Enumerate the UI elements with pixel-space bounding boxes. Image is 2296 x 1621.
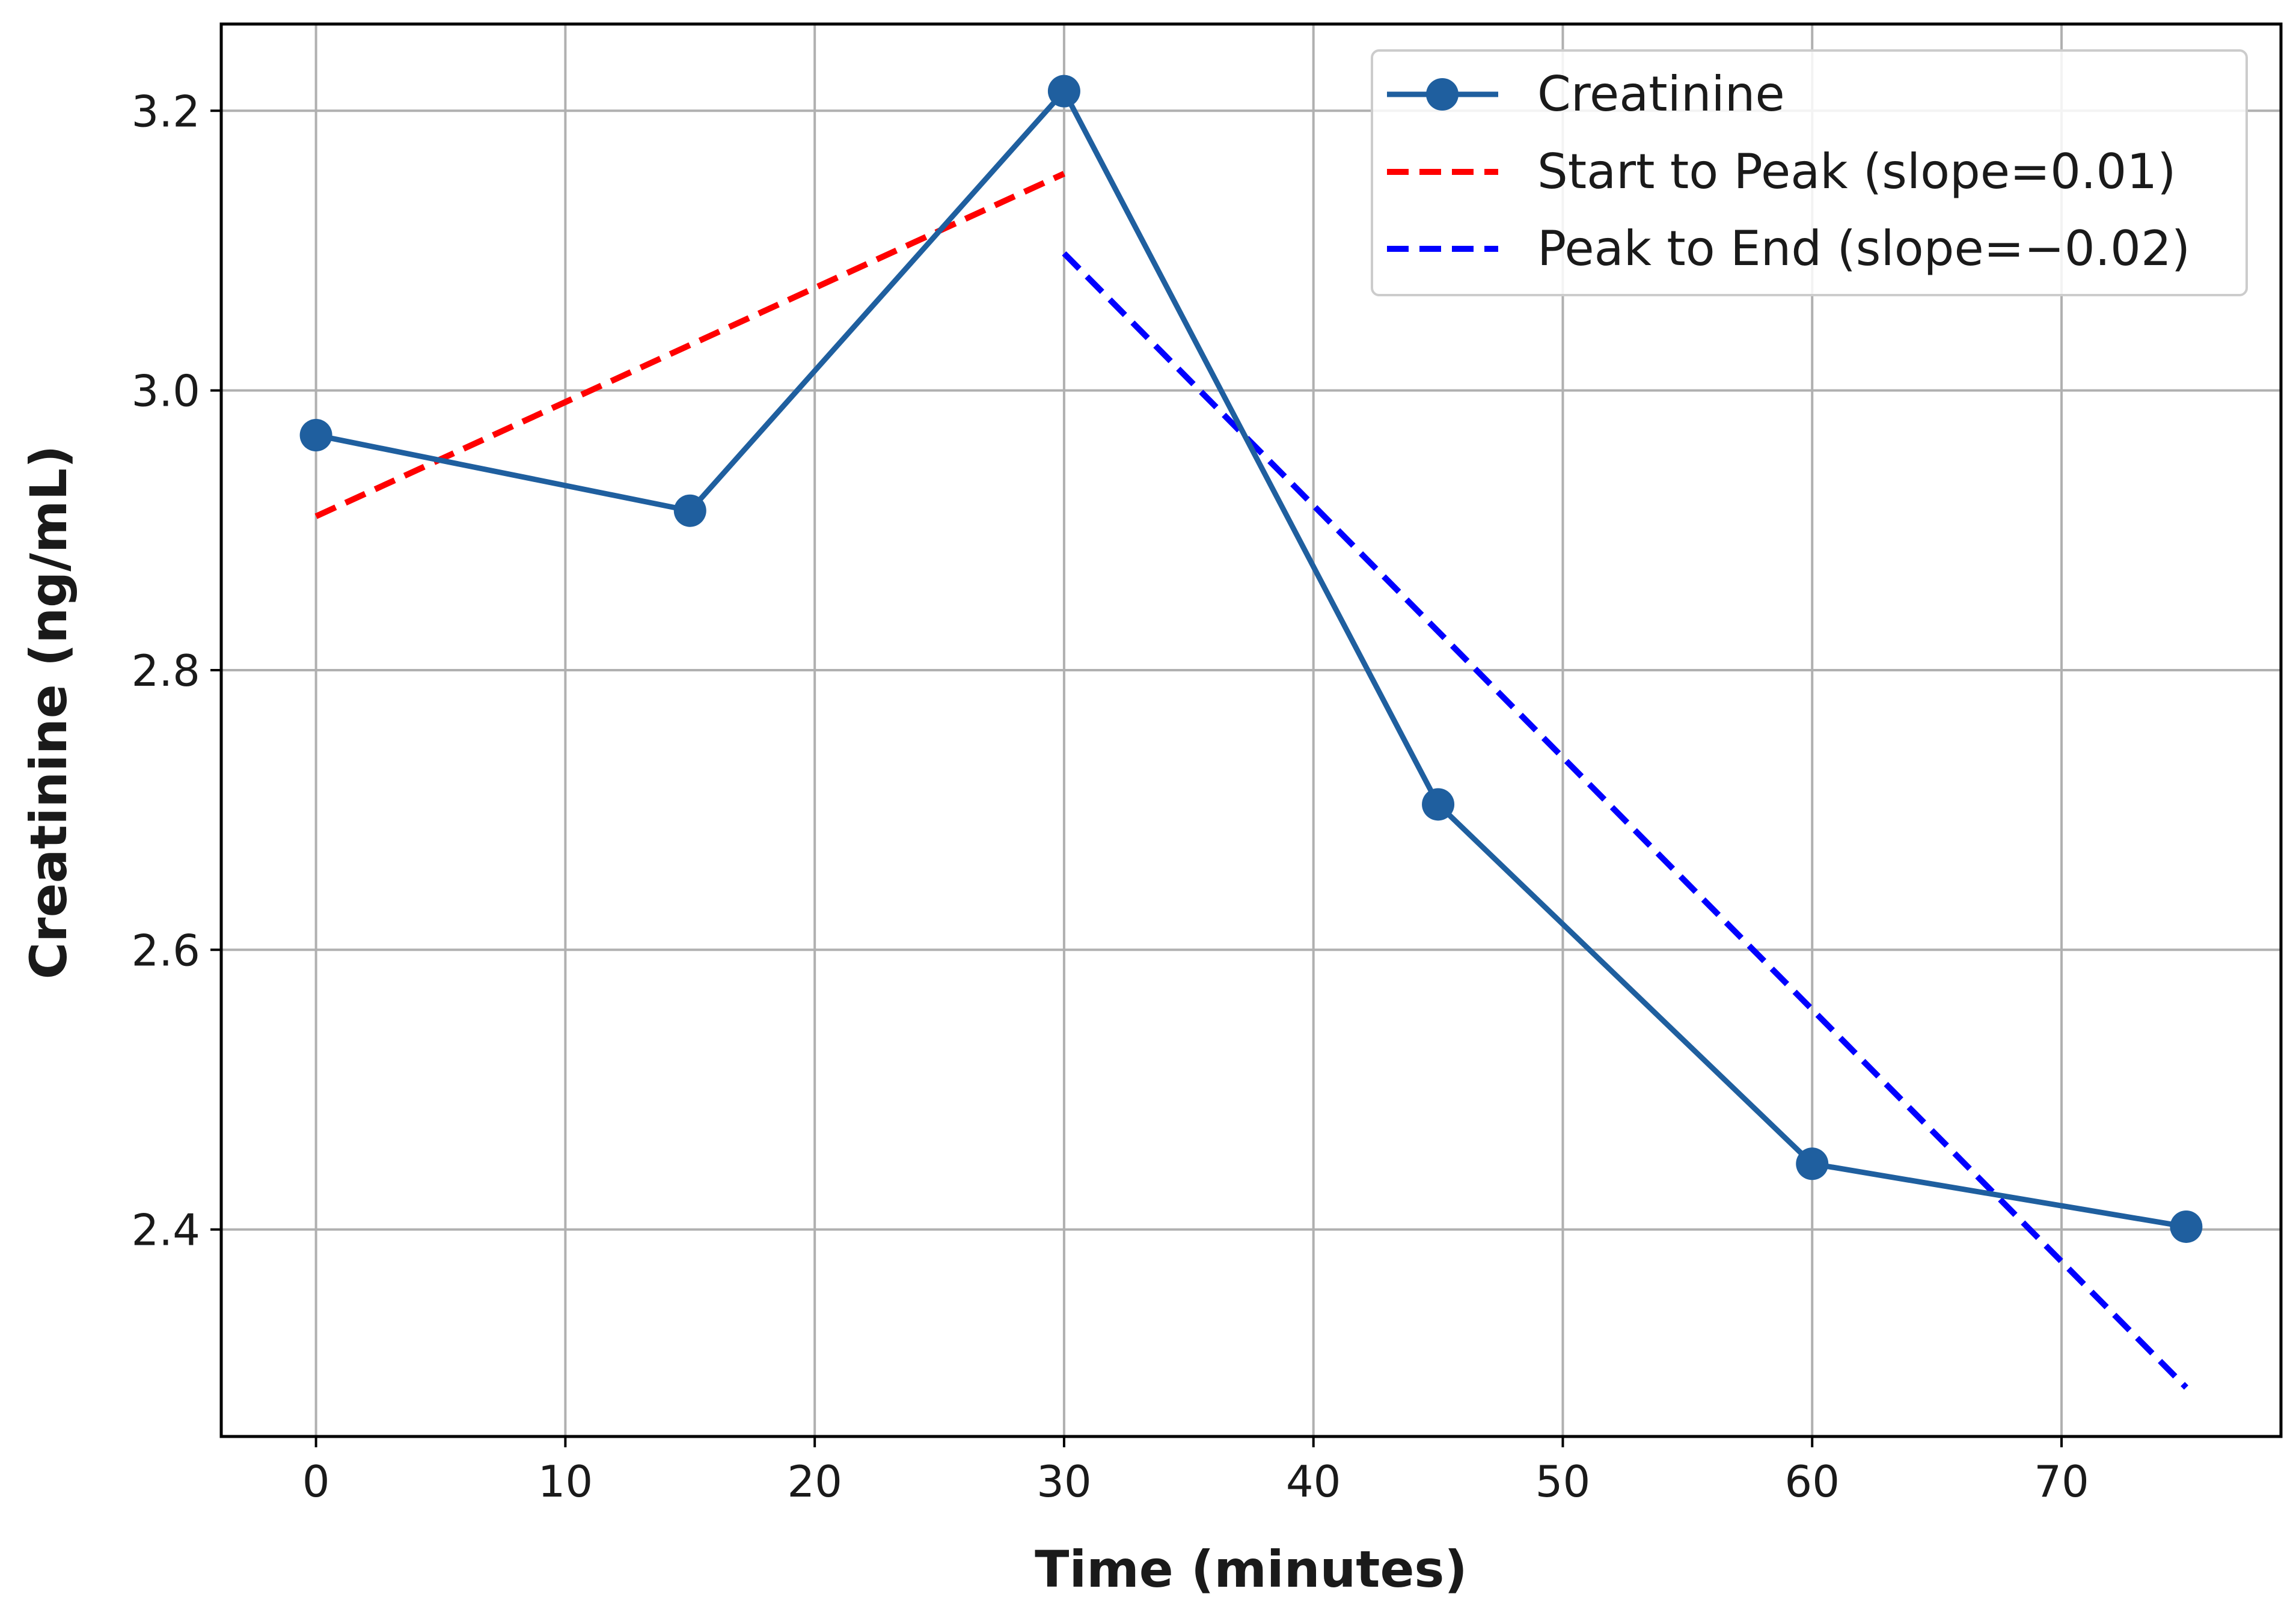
creatinine-data-point — [673, 494, 706, 527]
plot-frame — [219, 22, 2283, 1438]
x-tick-label: 70 — [2034, 1456, 2089, 1507]
y-tick-label: 2.4 — [131, 1205, 200, 1256]
x-axis-title: Time (minutes) — [1035, 1540, 1468, 1599]
legend: Creatinine Start to Peak (slope=0.01) Peak… — [1371, 49, 2248, 296]
y-axis-title: Creatinine (ng/mL) — [19, 445, 78, 980]
y-tick-label: 2.8 — [131, 646, 200, 696]
creatinine-legend-label: Creatinine — [1537, 66, 1785, 122]
x-tick-label: 10 — [538, 1456, 593, 1507]
x-tick-label: 50 — [1535, 1456, 1591, 1507]
ticks: 0 10 20 30 40 50 60 70 2.4 2.6 2.8 3.0 3.2 — [131, 86, 2089, 1507]
series-layer — [299, 75, 2203, 1390]
creatinine-data-point — [1422, 788, 1455, 821]
x-tick-label: 60 — [1784, 1456, 1840, 1507]
x-tick-label: 30 — [1036, 1456, 1092, 1507]
creatinine-data-point — [299, 419, 332, 452]
creatinine-data-point — [2170, 1210, 2203, 1243]
start-to-peak-legend-label: Start to Peak (slope=0.01) — [1537, 144, 2176, 200]
creatinine-data-point — [1047, 75, 1080, 108]
y-tick-label: 3.0 — [131, 366, 200, 417]
x-tick-label: 0 — [302, 1456, 330, 1507]
x-tick-label: 20 — [787, 1456, 842, 1507]
peak-to-end-legend-label: Peak to End (slope=−0.02) — [1537, 221, 2190, 276]
creatinine-data-point — [1796, 1147, 1829, 1180]
legend-box — [1371, 49, 2248, 296]
x-tick-label: 40 — [1286, 1456, 1341, 1507]
creatinine-legend-marker — [1426, 78, 1459, 111]
y-tick-label: 2.6 — [131, 925, 200, 975]
creatinine-series-line — [315, 88, 2187, 1230]
y-tick-label: 3.2 — [131, 86, 200, 136]
